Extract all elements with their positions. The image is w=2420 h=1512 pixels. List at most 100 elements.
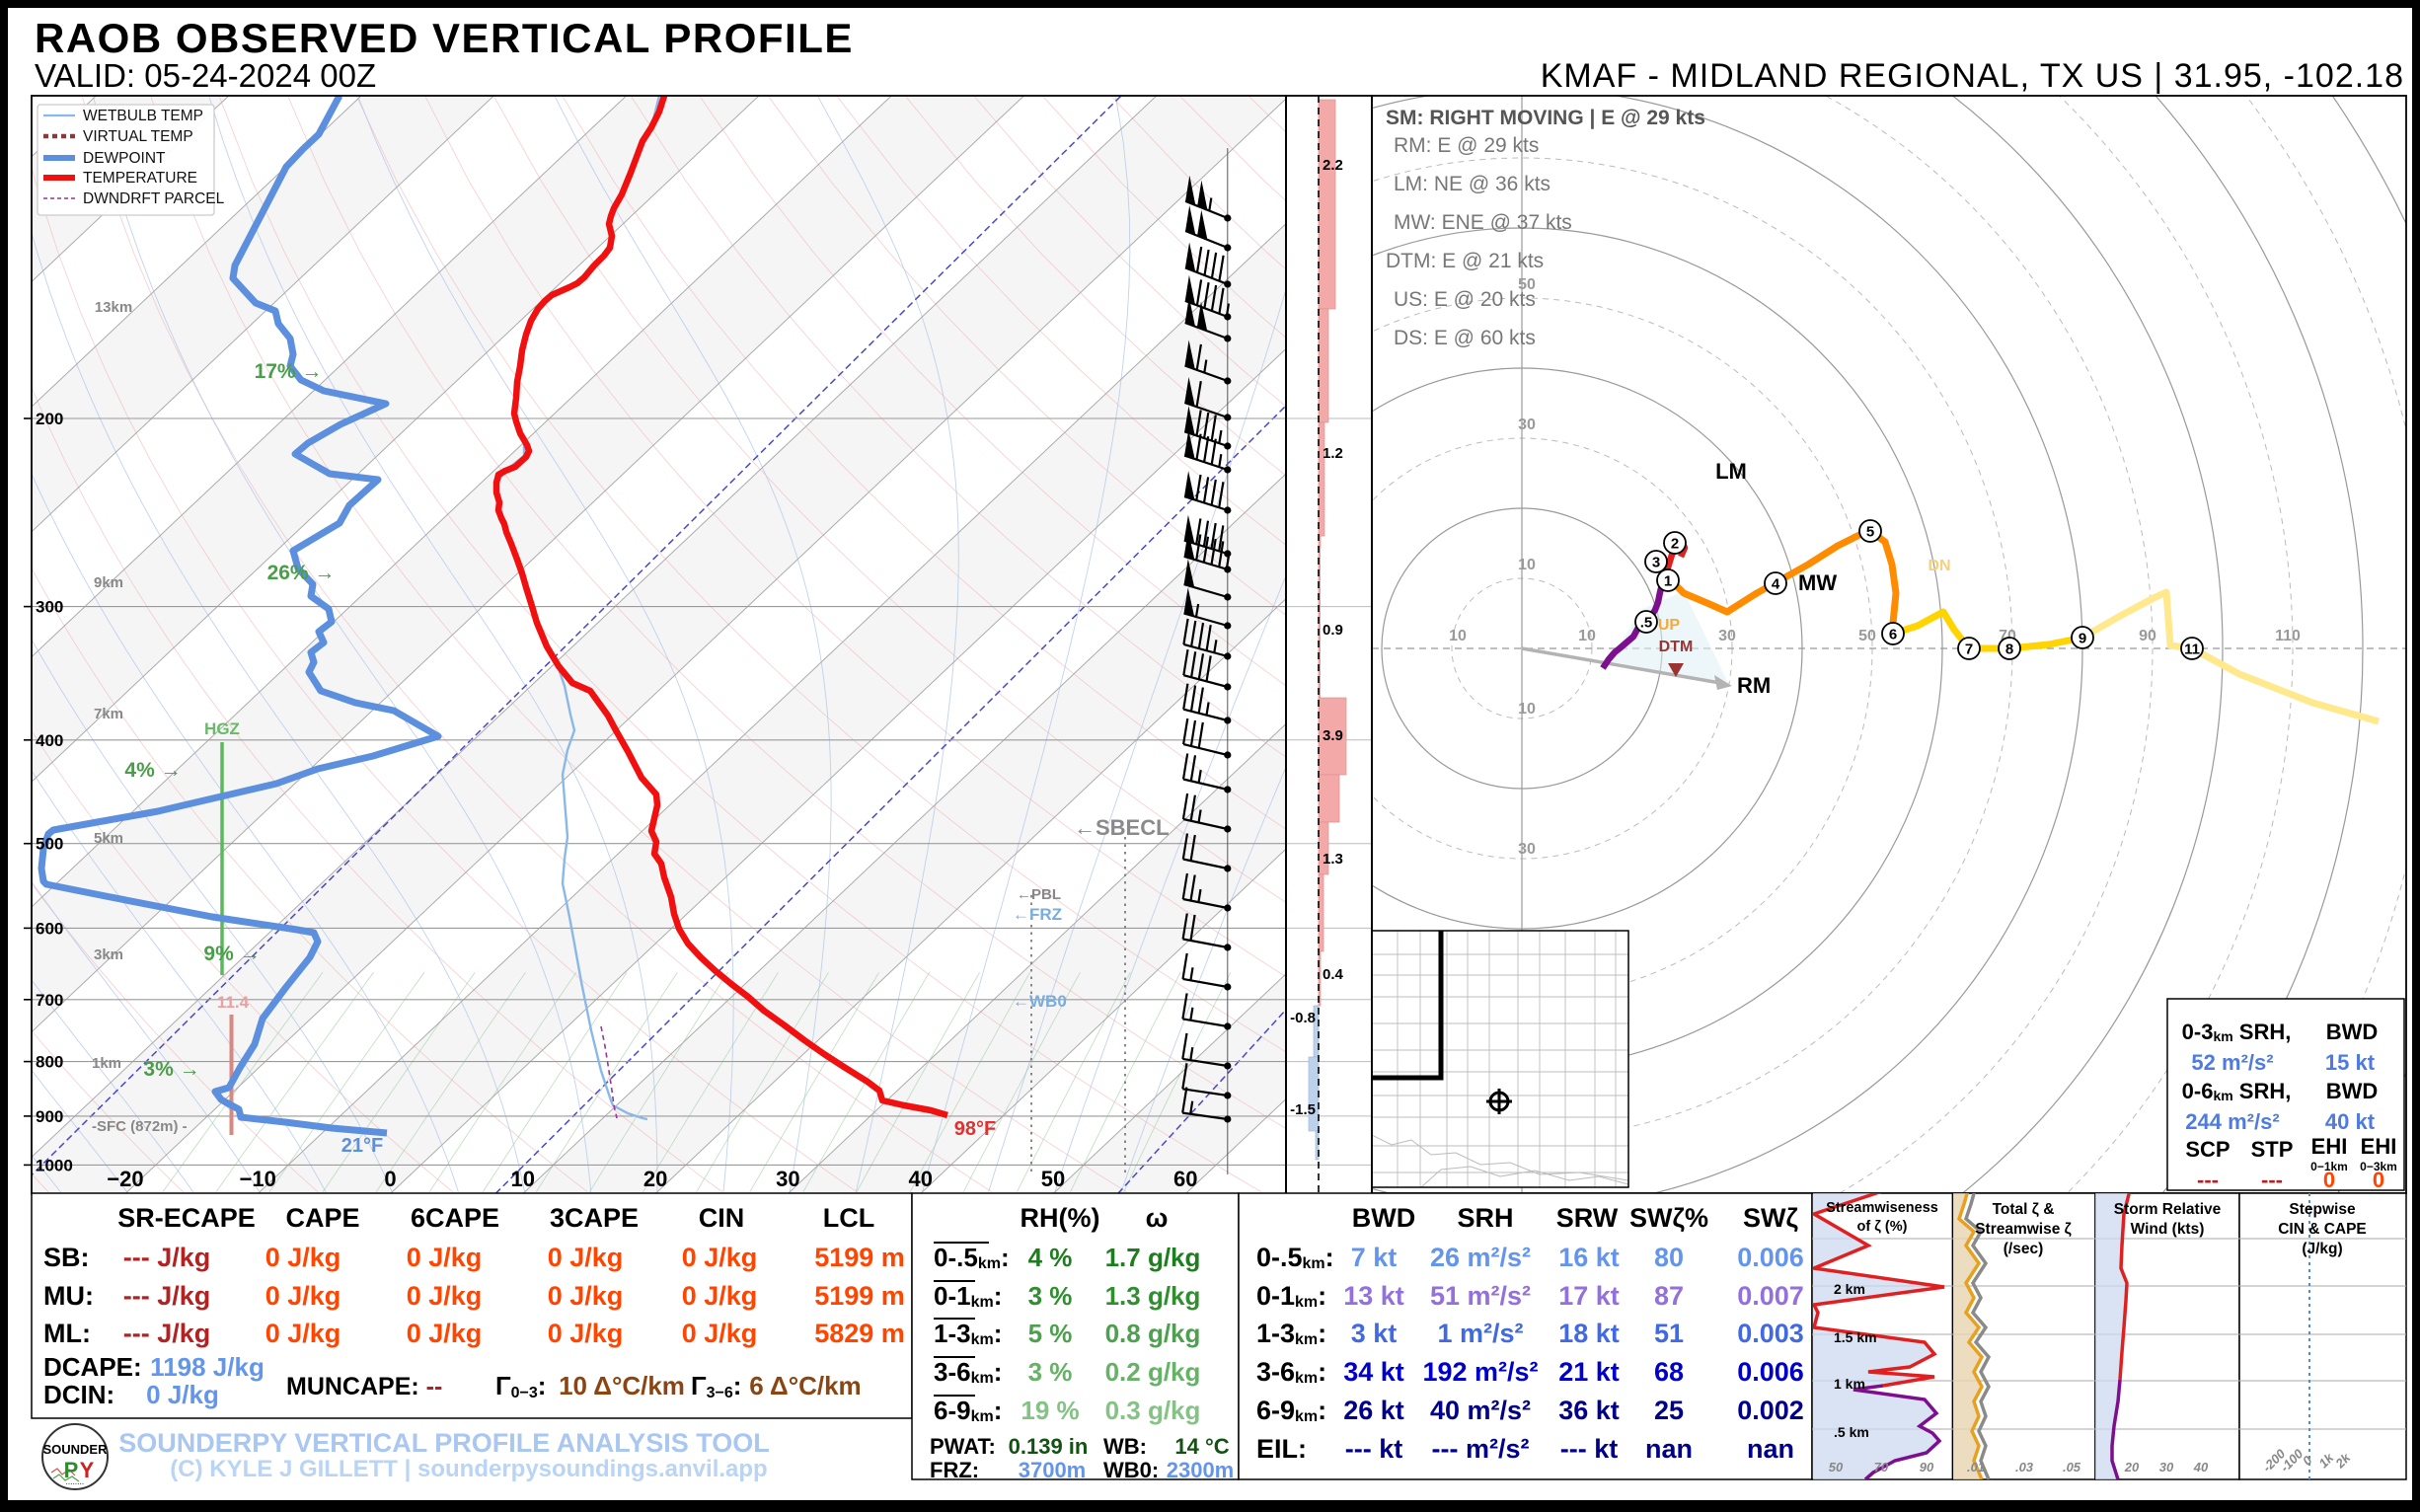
svg-text:1 m²/s²: 1 m²/s² [1437, 1319, 1523, 1348]
svg-text:BWD: BWD [1352, 1203, 1415, 1233]
svg-text:CIN & CAPE: CIN & CAPE [2278, 1221, 2367, 1238]
svg-text:51: 51 [1654, 1319, 1684, 1348]
svg-text:RM: E @ 29 kts: RM: E @ 29 kts [1394, 134, 1539, 157]
svg-text:Streamwise ζ: Streamwise ζ [1975, 1221, 2072, 1238]
svg-text:LM: NE @ 36 kts: LM: NE @ 36 kts [1394, 173, 1550, 195]
svg-text:0: 0 [2373, 1168, 2384, 1192]
svg-text:EIL:: EIL: [1256, 1434, 1307, 1464]
svg-text:0 J/kg: 0 J/kg [146, 1380, 219, 1409]
svg-text:.01: .01 [1967, 1460, 1985, 1474]
svg-text:Y: Y [80, 1458, 95, 1482]
svg-text:−10: −10 [240, 1167, 276, 1191]
svg-text:LCL: LCL [823, 1203, 874, 1233]
svg-text:500: 500 [36, 835, 63, 854]
svg-text:7 kt: 7 kt [1351, 1243, 1398, 1272]
svg-text:1: 1 [1664, 573, 1672, 590]
svg-text:0−3km: 0−3km [2360, 1160, 2397, 1173]
svg-text:SRH: SRH [1457, 1203, 1513, 1233]
svg-text:1.5 km: 1.5 km [1834, 1329, 1877, 1345]
svg-text:0 J/kg: 0 J/kg [548, 1243, 624, 1272]
svg-text:3 kt: 3 kt [1351, 1319, 1398, 1348]
svg-text:0 J/kg: 0 J/kg [682, 1319, 758, 1348]
svg-text:50: 50 [1829, 1460, 1844, 1474]
svg-text:3.9: 3.9 [1323, 727, 1343, 744]
svg-text:0 J/kg: 0 J/kg [682, 1243, 758, 1272]
svg-text:EHI: EHI [2311, 1134, 2348, 1159]
svg-text:US: E @ 20 kts: US: E @ 20 kts [1394, 288, 1536, 311]
svg-text:87: 87 [1654, 1281, 1684, 1311]
svg-text:.05: .05 [2063, 1460, 2081, 1474]
svg-text:←FRZ: ←FRZ [1013, 905, 1062, 924]
svg-text:SRW: SRW [1556, 1203, 1619, 1233]
svg-text:244 m²/s²: 244 m²/s² [2185, 1109, 2279, 1134]
svg-text:STP: STP [2251, 1137, 2294, 1162]
svg-text:20: 20 [643, 1167, 667, 1191]
svg-text:40 m²/s²: 40 m²/s² [1430, 1396, 1531, 1425]
svg-text:26 kt: 26 kt [1343, 1396, 1404, 1425]
svg-text:--- J/kg: --- J/kg [123, 1319, 211, 1348]
svg-text:2: 2 [1671, 536, 1679, 553]
svg-text:0 J/kg: 0 J/kg [407, 1319, 483, 1348]
svg-text:1km: 1km [92, 1055, 121, 1072]
svg-text:0 J/kg: 0 J/kg [548, 1281, 624, 1311]
svg-text:6: 6 [1889, 627, 1897, 643]
svg-text:KMAF - MIDLAND REGIONAL, TX US: KMAF - MIDLAND REGIONAL, TX US | 31.95, … [1541, 57, 2404, 95]
svg-text:13km: 13km [95, 299, 132, 316]
svg-text:80: 80 [1654, 1243, 1684, 1272]
svg-text:1198 J/kg: 1198 J/kg [150, 1352, 265, 1382]
svg-text:VALID: 05-24-2024 00Z: VALID: 05-24-2024 00Z [35, 57, 376, 94]
svg-text:WB:: WB: [1103, 1434, 1147, 1459]
svg-text:TEMPERATURE: TEMPERATURE [83, 170, 197, 187]
svg-text:2300m: 2300m [1167, 1458, 1235, 1482]
svg-text:5 %: 5 % [1028, 1319, 1073, 1348]
svg-text:5829 m: 5829 m [814, 1319, 905, 1348]
svg-text:6CAPE: 6CAPE [411, 1203, 499, 1233]
svg-text:FRZ:: FRZ: [930, 1458, 979, 1482]
svg-text:0 J/kg: 0 J/kg [407, 1281, 483, 1311]
svg-text:700: 700 [36, 991, 63, 1010]
svg-text:DTM: DTM [1659, 639, 1694, 655]
svg-text:--- kt: --- kt [1345, 1434, 1402, 1464]
svg-text:3km: 3km [94, 946, 123, 963]
svg-text:4: 4 [1772, 576, 1780, 593]
svg-text:--- m²/s²: --- m²/s² [1432, 1434, 1530, 1464]
svg-text:2 km: 2 km [1834, 1281, 1865, 1297]
svg-text:--- J/kg: --- J/kg [123, 1243, 211, 1272]
svg-text:0.3 g/kg: 0.3 g/kg [1105, 1396, 1201, 1425]
svg-text:0.003: 0.003 [1737, 1319, 1804, 1348]
svg-text:10: 10 [511, 1167, 535, 1191]
svg-text:10 Δ°C/km: 10 Δ°C/km [559, 1371, 685, 1400]
svg-text:16 kt: 16 kt [1558, 1243, 1620, 1272]
svg-text:MW: ENE @ 37 kts: MW: ENE @ 37 kts [1394, 211, 1572, 234]
svg-text:MUNCAPE:: MUNCAPE: [286, 1373, 419, 1400]
svg-text:DS: E @ 60 kts: DS: E @ 60 kts [1394, 327, 1536, 349]
svg-text:1.3: 1.3 [1323, 851, 1343, 868]
svg-text:30: 30 [2159, 1460, 2174, 1474]
svg-text:DTM: E @ 21 kts: DTM: E @ 21 kts [1386, 250, 1544, 272]
svg-text:0−1km: 0−1km [2310, 1160, 2348, 1173]
svg-text:50: 50 [1518, 276, 1536, 293]
svg-text:40 kt: 40 kt [2325, 1109, 2376, 1134]
svg-text:18 kt: 18 kt [1558, 1319, 1620, 1348]
svg-text:RAOB OBSERVED VERTICAL PROFILE: RAOB OBSERVED VERTICAL PROFILE [35, 15, 854, 61]
svg-text:40: 40 [908, 1167, 932, 1191]
svg-text:60: 60 [1173, 1167, 1197, 1191]
svg-text:1 km: 1 km [1834, 1376, 1865, 1392]
svg-text:←WB0: ←WB0 [1013, 992, 1067, 1011]
svg-text:--- J/kg: --- J/kg [123, 1281, 211, 1311]
svg-text:0.139 in: 0.139 in [1009, 1434, 1089, 1459]
svg-text:DN: DN [1928, 558, 1950, 574]
svg-text:14 °C: 14 °C [1174, 1434, 1229, 1459]
svg-text:.03: .03 [2015, 1460, 2034, 1474]
svg-text:90: 90 [1920, 1460, 1934, 1474]
svg-text:SM: RIGHT MOVING | E @ 29 kts: SM: RIGHT MOVING | E @ 29 kts [1386, 107, 1705, 129]
svg-text:30: 30 [1518, 841, 1536, 858]
svg-text:PWAT:: PWAT: [930, 1434, 996, 1459]
svg-text:0 J/kg: 0 J/kg [265, 1243, 341, 1272]
svg-text:HGZ: HGZ [204, 719, 240, 738]
svg-text:11: 11 [2184, 642, 2200, 658]
svg-text:3700m: 3700m [1019, 1458, 1087, 1482]
svg-text:CIN: CIN [699, 1203, 745, 1233]
svg-text:68: 68 [1654, 1357, 1684, 1387]
svg-text:10: 10 [1578, 628, 1596, 644]
